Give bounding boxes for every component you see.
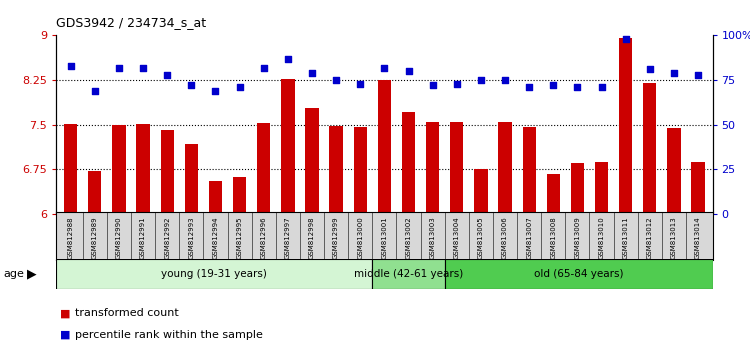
Bar xyxy=(209,181,222,214)
Bar xyxy=(233,177,246,214)
Bar xyxy=(402,112,416,214)
Bar xyxy=(474,169,488,214)
Point xyxy=(572,84,584,90)
Bar xyxy=(305,108,319,214)
Point xyxy=(596,84,608,90)
Point xyxy=(88,88,101,94)
Text: GSM813007: GSM813007 xyxy=(526,216,532,259)
Text: transformed count: transformed count xyxy=(75,308,178,318)
Point xyxy=(64,63,76,69)
Text: GSM813012: GSM813012 xyxy=(646,216,652,259)
Point xyxy=(499,77,511,83)
Text: ■: ■ xyxy=(60,330,70,339)
Point xyxy=(233,84,245,90)
Text: GSM813013: GSM813013 xyxy=(671,216,677,259)
Text: GSM812991: GSM812991 xyxy=(140,216,146,259)
Text: old (65-84 years): old (65-84 years) xyxy=(534,269,623,279)
Point xyxy=(330,77,342,83)
Bar xyxy=(56,259,372,289)
Bar xyxy=(160,130,174,214)
Bar xyxy=(281,79,295,214)
Text: GSM812988: GSM812988 xyxy=(68,216,74,259)
Bar xyxy=(372,259,446,289)
Point xyxy=(403,68,415,74)
Bar xyxy=(184,144,198,214)
Point xyxy=(451,81,463,86)
Point xyxy=(475,77,487,83)
Text: GSM812997: GSM812997 xyxy=(285,216,291,259)
Text: GSM813002: GSM813002 xyxy=(406,216,412,259)
Text: GSM813014: GSM813014 xyxy=(695,216,701,259)
Text: GSM812996: GSM812996 xyxy=(261,216,267,259)
Point xyxy=(644,67,656,72)
Text: ▶: ▶ xyxy=(27,268,37,281)
Text: GSM813011: GSM813011 xyxy=(622,216,628,259)
Point xyxy=(378,65,390,70)
Bar xyxy=(64,124,77,214)
Bar xyxy=(426,122,439,214)
Text: GSM813004: GSM813004 xyxy=(454,216,460,259)
Point xyxy=(258,65,270,70)
Text: percentile rank within the sample: percentile rank within the sample xyxy=(75,330,262,339)
Text: GSM813009: GSM813009 xyxy=(574,216,580,259)
Point xyxy=(427,82,439,88)
Bar xyxy=(523,127,536,214)
Text: GSM813000: GSM813000 xyxy=(357,216,363,259)
Text: GSM812999: GSM812999 xyxy=(333,216,339,259)
Text: GSM812995: GSM812995 xyxy=(236,216,242,259)
Bar xyxy=(547,174,560,214)
Text: GDS3942 / 234734_s_at: GDS3942 / 234734_s_at xyxy=(56,16,206,29)
Point xyxy=(306,70,318,76)
Text: GSM812998: GSM812998 xyxy=(309,216,315,259)
Text: young (19-31 years): young (19-31 years) xyxy=(161,269,267,279)
Point xyxy=(354,81,366,86)
Text: age: age xyxy=(3,269,24,279)
Point xyxy=(620,36,632,42)
Text: GSM813006: GSM813006 xyxy=(502,216,508,259)
Text: GSM812992: GSM812992 xyxy=(164,216,170,259)
Bar xyxy=(112,125,125,214)
Bar xyxy=(378,80,391,214)
Bar xyxy=(692,162,705,214)
Text: GSM812989: GSM812989 xyxy=(92,216,98,259)
Point xyxy=(185,82,197,88)
Point xyxy=(548,82,560,88)
Bar xyxy=(257,123,271,214)
Point xyxy=(282,56,294,62)
Bar xyxy=(498,122,512,214)
Text: GSM813008: GSM813008 xyxy=(550,216,556,259)
Text: GSM812994: GSM812994 xyxy=(212,216,218,259)
Bar xyxy=(353,127,367,214)
Text: GSM813003: GSM813003 xyxy=(430,216,436,259)
Bar xyxy=(450,122,464,214)
Point xyxy=(524,84,536,90)
Point xyxy=(137,65,149,70)
Text: GSM813005: GSM813005 xyxy=(478,216,484,259)
Text: GSM813001: GSM813001 xyxy=(381,216,387,259)
Bar xyxy=(668,128,680,214)
Bar xyxy=(595,162,608,214)
Point xyxy=(113,65,125,70)
Text: middle (42-61 years): middle (42-61 years) xyxy=(354,269,464,279)
Bar xyxy=(619,38,632,214)
Text: GSM812990: GSM812990 xyxy=(116,216,122,259)
Bar xyxy=(446,259,712,289)
Text: GSM813010: GSM813010 xyxy=(598,216,604,259)
Bar xyxy=(329,126,343,214)
Text: ■: ■ xyxy=(60,308,70,318)
Point xyxy=(692,72,704,78)
Bar xyxy=(88,171,101,214)
Text: GSM812993: GSM812993 xyxy=(188,216,194,259)
Point xyxy=(668,70,680,76)
Bar xyxy=(571,163,584,214)
Point xyxy=(161,72,173,78)
Point xyxy=(209,88,221,94)
Bar xyxy=(644,83,656,214)
Bar xyxy=(136,124,150,214)
